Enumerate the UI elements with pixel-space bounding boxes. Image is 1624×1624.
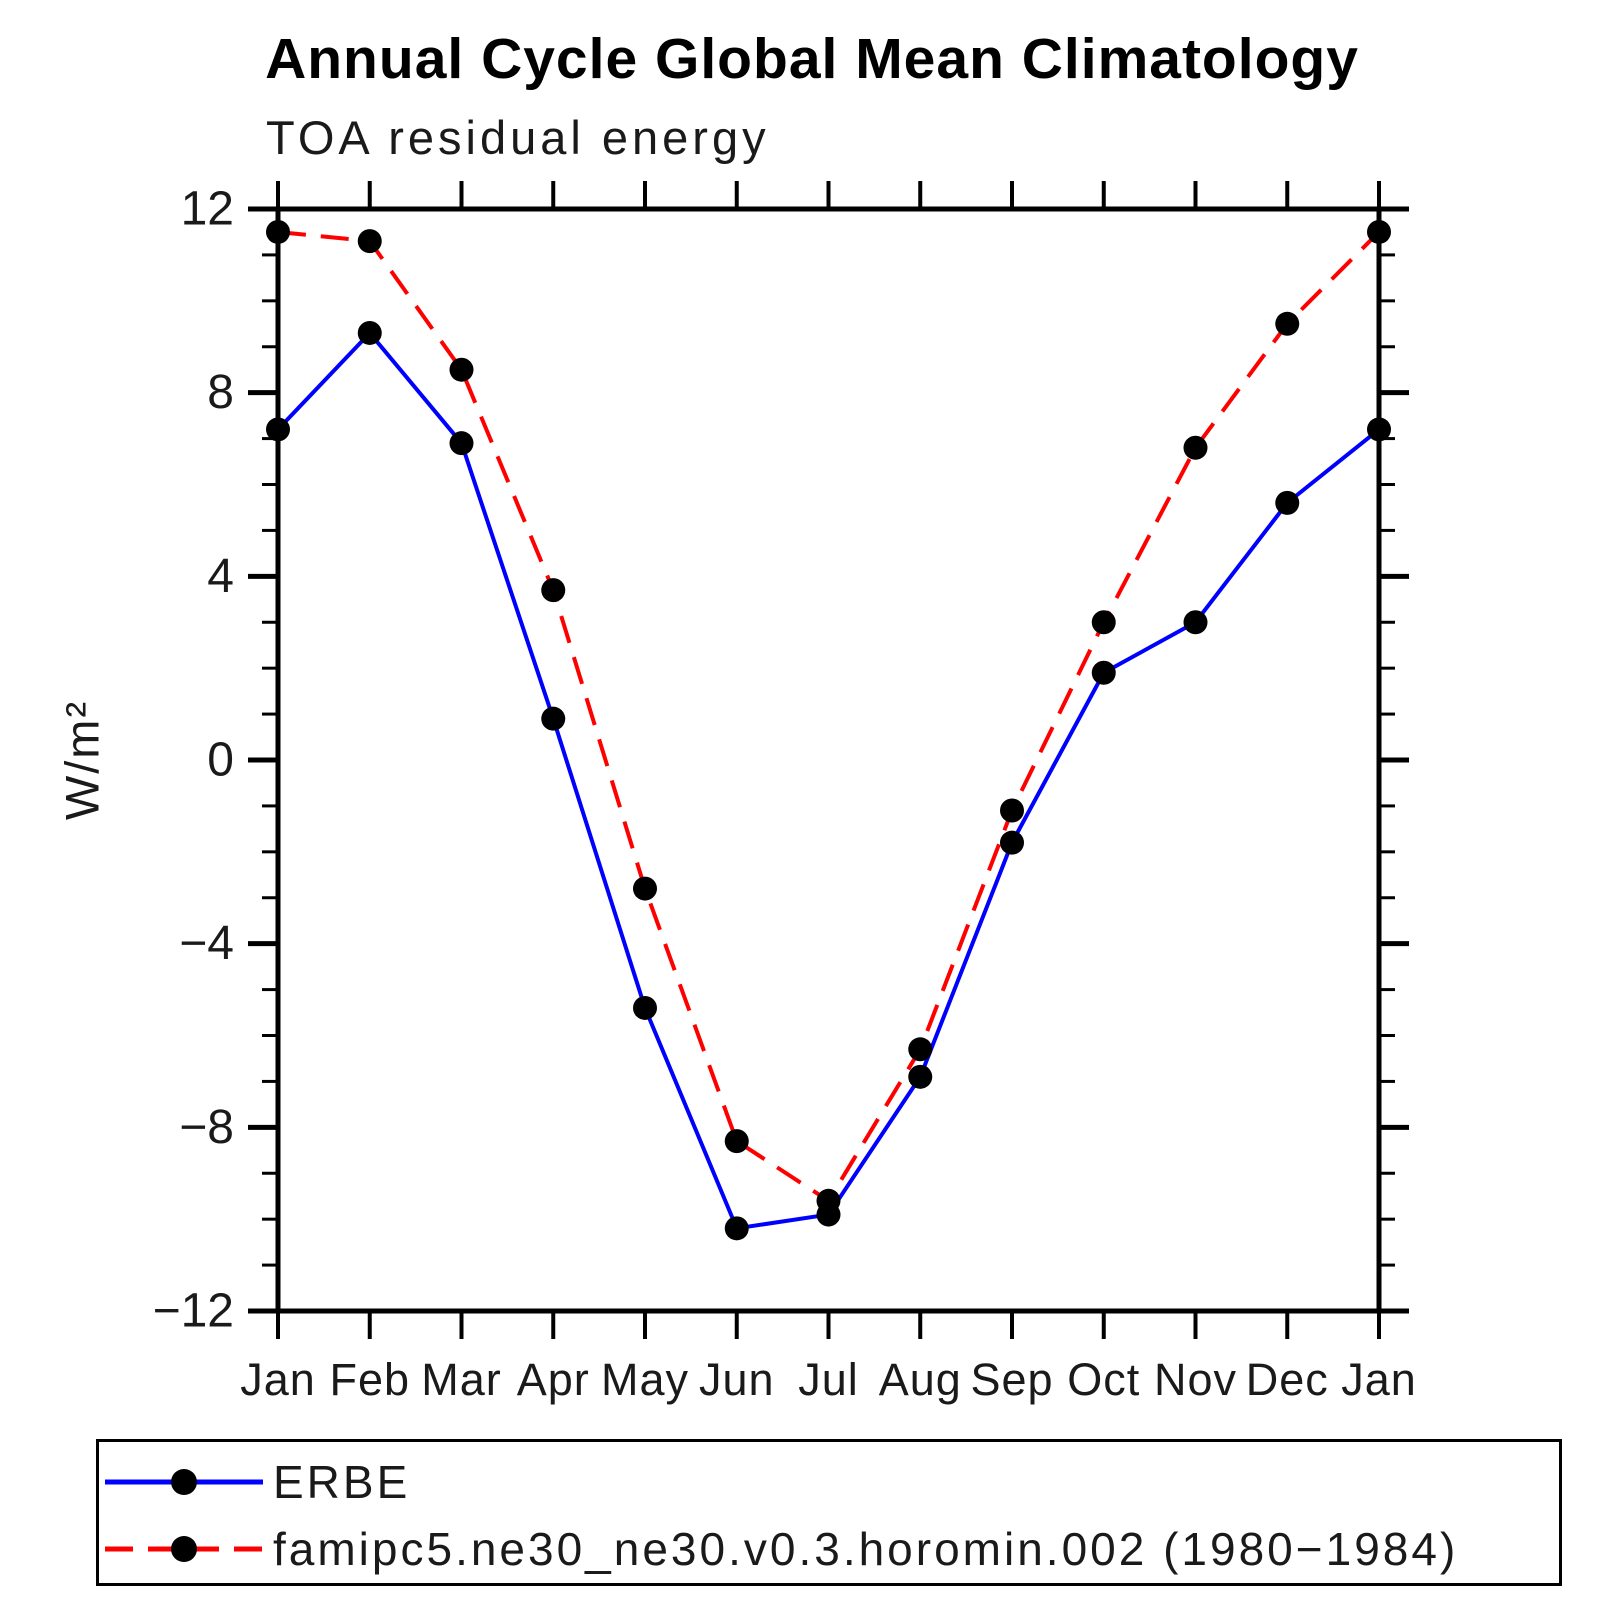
x-tick-label: Feb — [329, 1354, 410, 1405]
data-point — [908, 1037, 933, 1062]
data-point — [1367, 417, 1391, 442]
x-tick-label: May — [601, 1354, 689, 1405]
legend-box: ERBE famipc5.ne30_ne30.v0.3.horomin.002 … — [96, 1439, 1562, 1586]
y-tick-label: −4 — [179, 917, 234, 970]
line-chart: −12 −8 −4 0 4 8 12 Jan Feb Mar Apr May Jun Jul Aug Sep O… — [153, 181, 1417, 1405]
legend-marker-dot-icon — [171, 1469, 197, 1495]
data-point — [541, 578, 566, 603]
data-point — [724, 1129, 749, 1154]
data-point — [1183, 610, 1208, 635]
y-tick-label: 4 — [207, 550, 234, 603]
data-point — [266, 219, 290, 244]
legend-sample-erbe — [105, 1469, 263, 1495]
data-point — [633, 876, 657, 901]
legend-sample-model — [105, 1536, 263, 1562]
y-tick-label: 12 — [181, 183, 234, 236]
data-point — [449, 431, 474, 456]
data-point — [449, 357, 474, 382]
y-axis-tick-labels: −12 −8 −4 0 4 8 12 — [153, 183, 234, 1338]
x-tick-label: Jun — [699, 1354, 775, 1405]
y-axis-ticks — [248, 206, 1409, 1314]
legend-marker-dot-icon — [171, 1536, 197, 1562]
series-line-1 — [277, 229, 1381, 1204]
data-point — [1183, 435, 1208, 460]
data-point — [1000, 798, 1024, 823]
data-point — [1275, 311, 1300, 336]
x-tick-label: Aug — [879, 1354, 962, 1405]
series-markers-1 — [266, 219, 1391, 1213]
data-point — [633, 995, 657, 1020]
series-markers-0 — [266, 320, 1391, 1241]
data-point — [1367, 219, 1391, 244]
series-line-0 — [276, 329, 1381, 1231]
data-point — [357, 229, 382, 254]
data-point — [1091, 610, 1116, 635]
x-tick-label: Oct — [1067, 1354, 1140, 1405]
y-tick-label: 0 — [207, 734, 234, 787]
x-tick-label: Mar — [421, 1354, 502, 1405]
data-point — [266, 417, 290, 442]
x-tick-label: Jan — [1341, 1354, 1417, 1405]
page-title: Annual Cycle Global Mean Climatology — [265, 27, 1359, 91]
data-point — [724, 1216, 749, 1241]
x-axis-ticks — [276, 181, 1381, 1339]
x-tick-label: Dec — [1246, 1354, 1329, 1405]
data-point — [1091, 660, 1116, 685]
y-tick-label: 8 — [207, 366, 234, 419]
y-tick-label: −8 — [179, 1101, 234, 1154]
y-tick-label: −12 — [153, 1285, 234, 1338]
data-point — [541, 706, 566, 731]
data-point — [816, 1188, 841, 1213]
plot-frame — [275, 206, 1382, 1314]
x-tick-label: Jan — [240, 1354, 316, 1405]
data-point — [908, 1064, 933, 1089]
data-point — [1000, 830, 1024, 855]
legend-label-erbe: ERBE — [273, 1456, 411, 1508]
legend-item-model: famipc5.ne30_ne30.v0.3.horomin.002 (1980… — [103, 1523, 1459, 1575]
x-tick-label: Sep — [970, 1354, 1053, 1405]
data-point — [357, 320, 382, 345]
x-tick-label: Nov — [1154, 1354, 1237, 1405]
legend-label-model: famipc5.ne30_ne30.v0.3.horomin.002 (1980… — [273, 1523, 1459, 1575]
data-point — [1275, 490, 1300, 515]
x-tick-label: Apr — [517, 1354, 590, 1405]
x-axis-tick-labels: Jan Feb Mar Apr May Jun Jul Aug Sep Oct Nov Dec Jan — [240, 1354, 1417, 1405]
x-tick-label: Jul — [798, 1354, 859, 1405]
legend-item-erbe: ERBE — [103, 1456, 411, 1508]
chart-subtitle: TOA residual energy — [266, 111, 770, 164]
